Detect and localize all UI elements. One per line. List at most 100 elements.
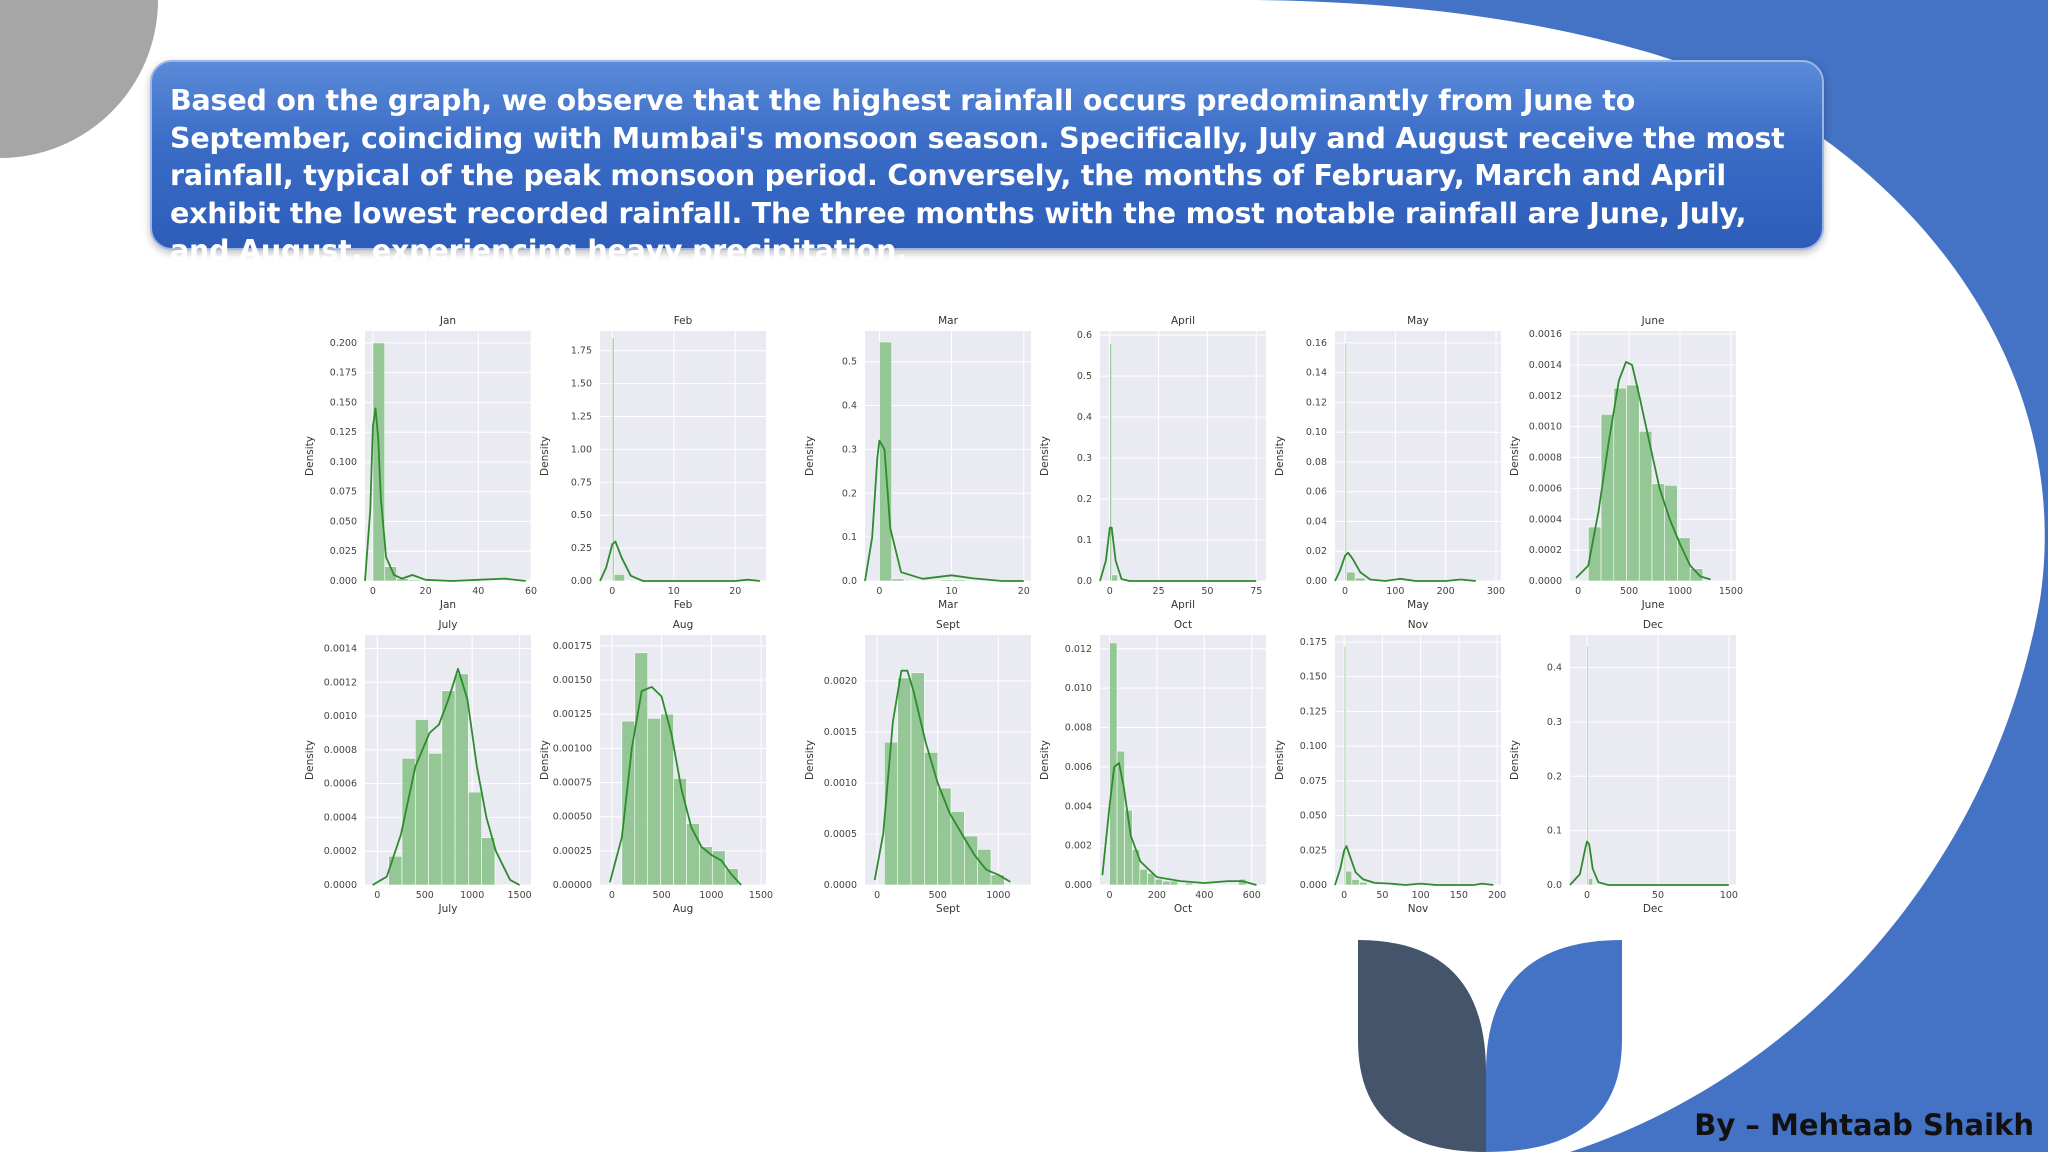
kde-line — [1575, 361, 1711, 581]
y-tick-label: 0.025 — [1300, 845, 1327, 856]
y-axis-label: Density — [1274, 436, 1286, 476]
y-tick-label: 0.5 — [842, 357, 857, 368]
y-tick-label: 0.150 — [330, 397, 357, 408]
y-tick-label: 0.0005 — [824, 829, 857, 840]
blue-swoosh-shape — [1240, 0, 2048, 1152]
histogram-bar — [388, 855, 403, 886]
x-tick-label: 200 — [1488, 890, 1506, 901]
chart-feb: 0.00 0.25 0.50 0.75 1.00 1.25 1.50 1.75 0 10 20 Feb… — [539, 315, 766, 611]
x-tick-label: 20 — [420, 586, 432, 597]
y-tick-label: 0.075 — [330, 487, 357, 498]
x-tick-label: 50 — [1376, 890, 1388, 901]
x-axis-label: May — [1407, 599, 1429, 611]
x-tick-label: 400 — [1195, 890, 1213, 901]
histogram-bar — [950, 811, 965, 886]
x-tick-label: 0 — [1341, 890, 1347, 901]
y-tick-label: 0.6 — [1077, 330, 1092, 341]
x-tick-label: 0 — [1584, 890, 1590, 901]
x-tick-label: 1500 — [1719, 586, 1743, 597]
y-tick-label: 0.150 — [1300, 672, 1327, 683]
x-tick-label: 0 — [874, 890, 880, 901]
y-tick-label: 0.00150 — [553, 675, 592, 686]
x-axis-label: Jan — [439, 599, 456, 611]
histogram-bar — [686, 823, 700, 886]
y-axis-label: Density — [1509, 740, 1521, 780]
plot-area — [1100, 331, 1266, 581]
histogram-bar — [1185, 882, 1194, 886]
histogram-bar — [1109, 642, 1118, 886]
summary-text: Based on the graph, we observe that the … — [170, 84, 1785, 267]
histogram-bar — [1664, 485, 1678, 582]
y-tick-label: 0.08 — [1306, 457, 1327, 468]
histogram-bar — [940, 579, 954, 582]
y-tick-label: 0.050 — [1300, 811, 1327, 822]
kde-line — [372, 667, 521, 886]
histogram-bar — [712, 850, 726, 886]
y-tick-label: 0.1 — [1077, 535, 1092, 546]
y-tick-label: 0.5 — [1077, 371, 1092, 382]
y-tick-label: 0.0010 — [1529, 422, 1562, 433]
chart-nov: 0.000 0.025 0.050 0.075 0.100 0.125 0.150 0.175… — [1274, 619, 1506, 915]
y-tick-label: 0.3 — [1547, 717, 1562, 728]
y-tick-label: 0.0002 — [1529, 545, 1562, 556]
histogram-bar — [910, 672, 925, 886]
y-tick-label: 0.175 — [1300, 637, 1327, 648]
chart-may: 0.00 0.02 0.04 0.06 0.08 0.10 0.12 0.14 0.16 0 100… — [1274, 315, 1505, 611]
y-tick-label: 0.50 — [571, 510, 592, 521]
x-axis-label: June — [1641, 599, 1665, 611]
y-tick-label: 0.010 — [1065, 683, 1092, 694]
histogram-bar — [1139, 868, 1148, 886]
y-tick-label: 0.025 — [330, 546, 357, 557]
x-tick-label: 1000 — [699, 890, 723, 901]
x-tick-label: 0 — [370, 586, 376, 597]
x-axis-label: Nov — [1408, 903, 1429, 915]
histogram-bar — [1162, 880, 1171, 886]
histogram-bar — [1613, 387, 1627, 582]
histogram-bar — [1626, 384, 1640, 582]
y-axis-label: Density — [304, 740, 316, 780]
x-tick-label: 1000 — [460, 890, 484, 901]
histogram-bar — [1586, 645, 1589, 886]
histogram-bar — [613, 574, 625, 582]
y-axis-label: Density — [539, 740, 551, 780]
y-tick-label: 0.0004 — [324, 812, 357, 823]
histogram-bar — [937, 787, 952, 886]
x-tick-label: 1000 — [986, 890, 1010, 901]
chart-title: May — [1407, 315, 1429, 327]
y-axis-label: Density — [804, 740, 816, 780]
y-tick-label: 0.04 — [1306, 516, 1327, 527]
histogram-bar — [1154, 878, 1163, 886]
y-tick-label: 0.2 — [842, 488, 857, 499]
y-tick-label: 0.000 — [1300, 880, 1327, 891]
y-tick-label: 0.0002 — [324, 846, 357, 857]
y-tick-label: 0.02 — [1306, 546, 1327, 557]
x-tick-label: 1500 — [508, 890, 532, 901]
y-tick-label: 0.75 — [571, 477, 592, 488]
y-tick-label: 0.0015 — [824, 727, 857, 738]
chart-mar: 0.0 0.1 0.2 0.3 0.4 0.5 0 10 20 Mar Mar Density — [804, 315, 1031, 611]
kde-line — [599, 540, 760, 582]
x-axis-label: Oct — [1174, 903, 1192, 915]
y-axis-label: Density — [539, 436, 551, 476]
y-tick-label: 0.075 — [1300, 776, 1327, 787]
histogram-bar — [1124, 809, 1133, 886]
y-tick-label: 0.000 — [330, 576, 357, 587]
y-tick-label: 0.10 — [1306, 427, 1327, 438]
chart-oct: 0.000 0.002 0.004 0.006 0.008 0.010 0.012 0 200 4… — [1039, 619, 1266, 915]
y-tick-label: 0.0008 — [1529, 453, 1562, 464]
y-tick-label: 0.4 — [842, 401, 857, 412]
y-tick-label: 0.0006 — [324, 779, 357, 790]
x-tick-label: 40 — [472, 586, 484, 597]
histogram-bar — [468, 791, 482, 886]
plot-area — [1335, 331, 1501, 581]
y-tick-label: 0.0006 — [1529, 483, 1562, 494]
y-tick-label: 0.1 — [842, 532, 857, 543]
y-tick-label: 0.0014 — [1529, 360, 1562, 371]
histogram-bar — [1600, 414, 1615, 582]
x-tick-label: 150 — [1450, 890, 1468, 901]
y-tick-label: 0.006 — [1065, 762, 1092, 773]
chart-jan: 0.000 0.025 0.050 0.075 0.100 0.125 0.150 0.175… — [304, 315, 537, 611]
histogram-bar — [441, 690, 456, 886]
histogram-bar — [1677, 537, 1691, 582]
